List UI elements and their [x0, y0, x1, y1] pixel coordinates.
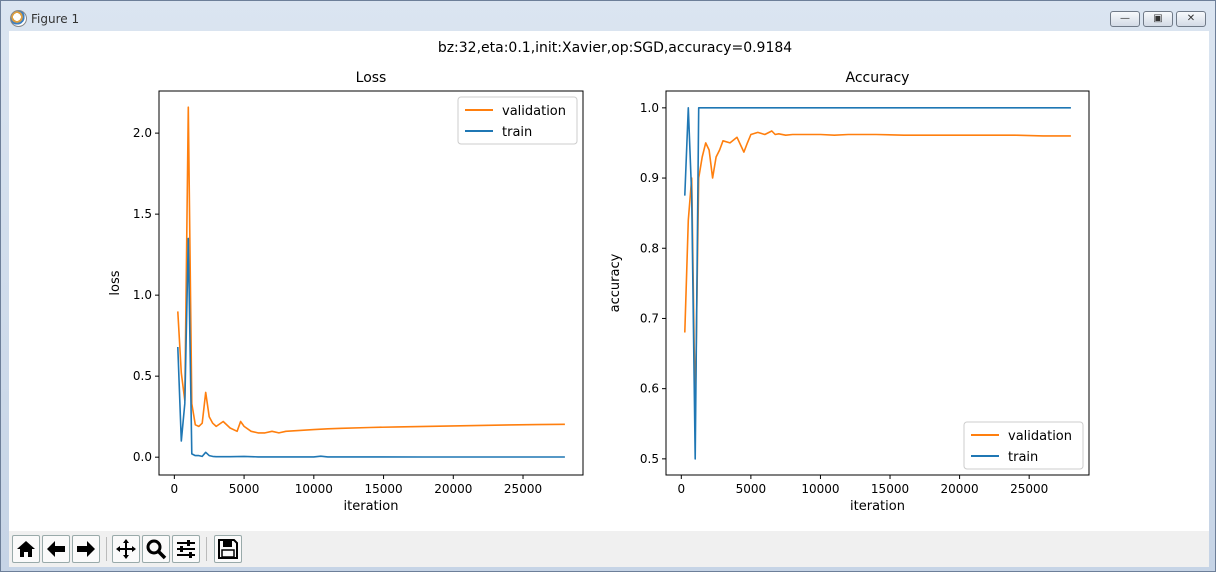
x-tick-label: 20000 [434, 482, 472, 496]
title-bar[interactable]: Figure 1 — ▣ ✕ [1, 1, 1215, 31]
configure-subplots-button[interactable] [172, 535, 200, 563]
x-tick-label: 10000 [801, 482, 839, 496]
axes-title: Accuracy [846, 70, 910, 86]
series-line-train [177, 237, 565, 458]
x-tick-label: 20000 [941, 482, 979, 496]
configure-subplots-icon [177, 540, 195, 558]
axes-accuracy: 0 5000 10000 15000 20000 25000 0.5 0.6 0.7 0.8 0.9… [608, 70, 1090, 514]
x-tick-label: 10000 [295, 482, 333, 496]
y-tick-label: 1.0 [640, 101, 659, 115]
x-tick-label: 5000 [229, 482, 260, 496]
matplotlib-icon [10, 10, 27, 27]
maximize-button[interactable]: ▣ [1143, 11, 1173, 27]
x-axis-label: iteration [344, 499, 399, 514]
legend: validation train [963, 421, 1084, 470]
y-tick-label: 2.0 [133, 126, 152, 140]
back-button[interactable] [42, 535, 70, 563]
figure-svg: bz:32,eta:0.1,init:Xavier,op:SGD,accurac… [108, 40, 1090, 514]
pan-button[interactable] [112, 535, 140, 563]
legend-label-train: train [1008, 450, 1038, 465]
figure-suptitle: bz:32,eta:0.1,init:Xavier,op:SGD,accurac… [438, 40, 792, 56]
legend: validation train [457, 96, 578, 145]
series-line-train [684, 107, 1071, 460]
zoom-icon [146, 539, 167, 560]
axes-frame [665, 90, 1090, 476]
forward-icon [77, 541, 95, 557]
save-icon [218, 539, 238, 559]
x-tick-label: 25000 [1010, 482, 1048, 496]
y-tick-label: 0.7 [640, 311, 659, 325]
series-line-validation [177, 106, 565, 434]
y-tick-label: 0.8 [640, 241, 659, 255]
zoom-button[interactable] [142, 535, 170, 563]
legend-box [963, 421, 1084, 470]
series-line-validation [684, 130, 1071, 418]
x-axis-label: iteration [850, 499, 905, 514]
forward-button[interactable] [72, 535, 100, 563]
y-tick-label: 0.6 [640, 382, 659, 396]
figure-canvas[interactable]: bz:32,eta:0.1,init:Xavier,op:SGD,accurac… [9, 31, 1209, 531]
y-tick-label: 0.5 [133, 369, 152, 383]
x-tick-label: 5000 [736, 482, 767, 496]
x-tick-label: 15000 [364, 482, 402, 496]
y-tick-label: 0.5 [640, 452, 659, 466]
axes-title: Loss [356, 70, 387, 86]
axes-frame [158, 90, 584, 476]
y-axis-label: accuracy [608, 253, 623, 312]
x-tick-label: 0 [171, 482, 179, 496]
y-axis-label: loss [108, 270, 123, 295]
y-tick-label: 0.9 [640, 171, 659, 185]
pan-icon [116, 539, 136, 559]
home-button[interactable] [12, 535, 40, 563]
home-icon [17, 541, 35, 557]
back-icon [47, 541, 65, 557]
legend-box [457, 96, 578, 145]
navigation-toolbar [9, 531, 1209, 567]
x-tick-label: 0 [677, 482, 685, 496]
toolbar-separator [106, 537, 107, 561]
y-tick-label: 1.0 [133, 288, 152, 302]
legend-label-validation: validation [1008, 429, 1072, 444]
axes-loss: 0 5000 10000 15000 20000 25000 0.0 0.5 1.0 1.5 2.0… [108, 70, 584, 514]
save-button[interactable] [214, 535, 242, 563]
x-tick-label: 25000 [504, 482, 542, 496]
legend-label-train: train [502, 125, 532, 140]
legend-label-validation: validation [502, 104, 566, 119]
close-button[interactable]: ✕ [1176, 11, 1206, 27]
y-tick-label: 0.0 [133, 450, 152, 464]
window-title: Figure 1 [31, 12, 80, 26]
toolbar-separator [206, 537, 207, 561]
minimize-button[interactable]: — [1110, 11, 1140, 27]
y-tick-label: 1.5 [133, 207, 152, 221]
x-tick-label: 15000 [871, 482, 909, 496]
